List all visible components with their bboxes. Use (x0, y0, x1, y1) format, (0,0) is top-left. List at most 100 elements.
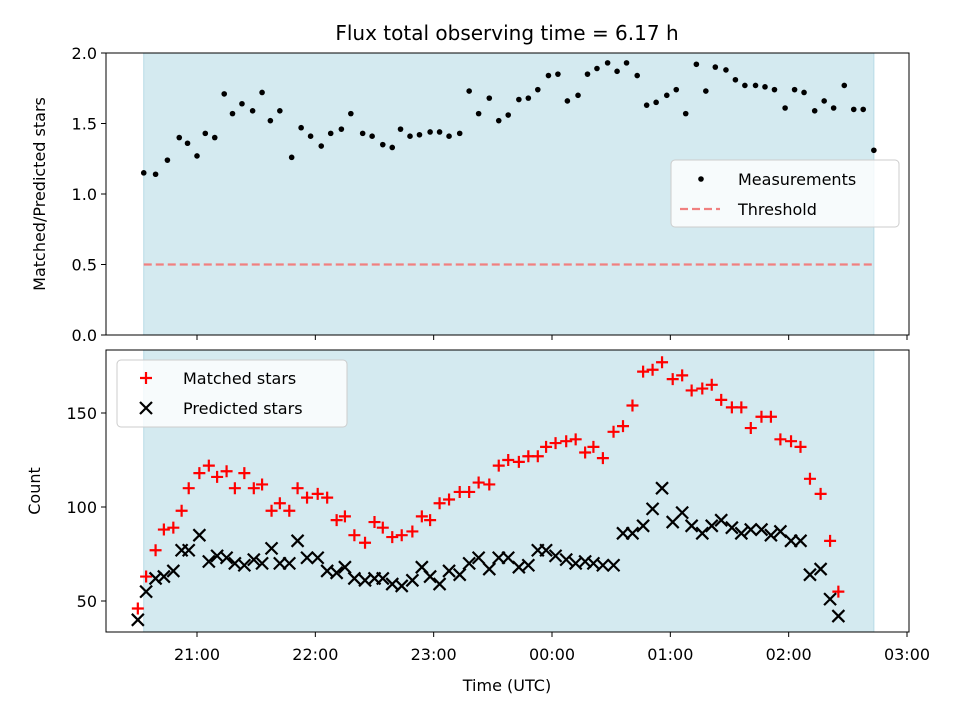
matched-star-point (794, 440, 807, 453)
predicted-star-point (338, 560, 352, 574)
matched-star-point (483, 478, 496, 491)
predicted-star-point (471, 550, 486, 565)
predicted-star-point (157, 569, 171, 584)
measurement-point (397, 126, 404, 132)
measurement-point (176, 134, 183, 141)
matched-star-point (596, 452, 609, 465)
matched-star-point (228, 482, 241, 495)
chart-title: Flux total observing time = 6.17 h (335, 21, 678, 45)
predicted-star-point (148, 571, 163, 586)
measurement-point (369, 133, 375, 139)
matched-star-point (338, 510, 351, 523)
measurement-point (416, 131, 423, 138)
predicted-star-point (423, 569, 437, 584)
predicted-star-point (300, 550, 314, 565)
measurement-point (860, 106, 867, 113)
predicted-star-point (764, 528, 778, 542)
matched-star-point (395, 529, 408, 542)
matched-star-point (220, 465, 233, 478)
predicted-star-point (139, 584, 153, 599)
matched-star-point (211, 470, 224, 483)
matched-star-point (202, 459, 215, 472)
measurement-point (623, 60, 630, 66)
measurement-point (782, 105, 788, 111)
matched-star-point (492, 459, 505, 472)
predicted-star-point (704, 519, 719, 533)
matched-star-point (531, 450, 544, 463)
legend-measurements-marker (698, 176, 704, 182)
measurement-point (288, 154, 295, 161)
matched-star-point (443, 493, 456, 506)
matched-star-point (785, 435, 798, 448)
matched-star-point (814, 487, 827, 500)
measurement-point (229, 110, 236, 117)
matched-star-point (415, 510, 428, 523)
matched-star-point (569, 433, 582, 446)
measurement-point (307, 133, 314, 139)
legend-matched-label: Matched stars (183, 369, 296, 388)
measurement-point (338, 126, 345, 132)
measurement-point (653, 99, 659, 106)
matched-star-point (283, 504, 296, 517)
top-y-tick-label: 1.0 (72, 185, 97, 204)
measurement-point (762, 84, 768, 90)
predicted-star-point (237, 558, 252, 573)
predicted-star-point (482, 562, 497, 576)
matched-star-point (744, 422, 757, 435)
matched-star-point (696, 382, 709, 395)
bottom-x-tick-label: 01:00 (647, 645, 693, 664)
matched-star-point (359, 536, 372, 549)
measurement-point (277, 108, 283, 114)
measurement-point (643, 102, 650, 108)
predicted-star-point (539, 543, 553, 558)
matched-star-point (330, 514, 343, 527)
matched-star-point (617, 420, 629, 433)
measurement-point (732, 76, 739, 83)
measurement-point (184, 140, 191, 147)
matched-star-point (301, 491, 314, 504)
top-y-axis-label: Matched/Predicted stars (30, 97, 49, 291)
measurement-point (267, 117, 274, 124)
matched-star-point (715, 393, 728, 406)
matched-star-point (131, 602, 144, 615)
predicted-star-point (725, 520, 739, 535)
matched-stars-series (131, 356, 845, 615)
measurement-point (427, 129, 433, 135)
measurement-point (634, 72, 640, 79)
matched-star-point (376, 521, 389, 534)
matched-star-point (646, 363, 659, 376)
predicted-star-point (376, 571, 390, 586)
bottom-x-tick-label: 22:00 (292, 645, 338, 664)
predicted-star-point (166, 564, 181, 578)
bottom-y-tick-label: 50 (77, 592, 97, 611)
measurement-point (594, 65, 600, 72)
predicted-star-point (596, 558, 610, 573)
top-y-tick-label: 0.0 (72, 326, 97, 345)
measurement-point (584, 71, 591, 77)
matched-star-point (193, 467, 206, 480)
top-legend: Measurements Threshold (670, 159, 900, 228)
matched-star-point (472, 476, 485, 489)
measurement-point (379, 141, 386, 148)
predicted-star-point (823, 592, 837, 606)
matched-star-point (386, 531, 399, 544)
predicted-star-point (714, 513, 728, 527)
matched-star-point (140, 570, 153, 583)
predicted-star-point (442, 564, 456, 578)
measurement-point (564, 98, 571, 104)
predicted-star-point (255, 556, 269, 571)
measurement-point (164, 157, 171, 163)
measurement-point (486, 95, 493, 101)
predicted-star-point (247, 552, 261, 567)
matched-star-point (685, 384, 698, 397)
matched-star-point (247, 482, 260, 495)
bottom-y-axis: 50 100 150 (66, 404, 106, 611)
bottom-legend-box (116, 359, 348, 428)
top-x-axis (196, 335, 908, 340)
matched-star-point (512, 455, 525, 468)
matched-star-point (273, 497, 286, 510)
measurement-point (348, 110, 354, 117)
measurement-point (239, 100, 245, 107)
matched-star-point (676, 369, 689, 382)
